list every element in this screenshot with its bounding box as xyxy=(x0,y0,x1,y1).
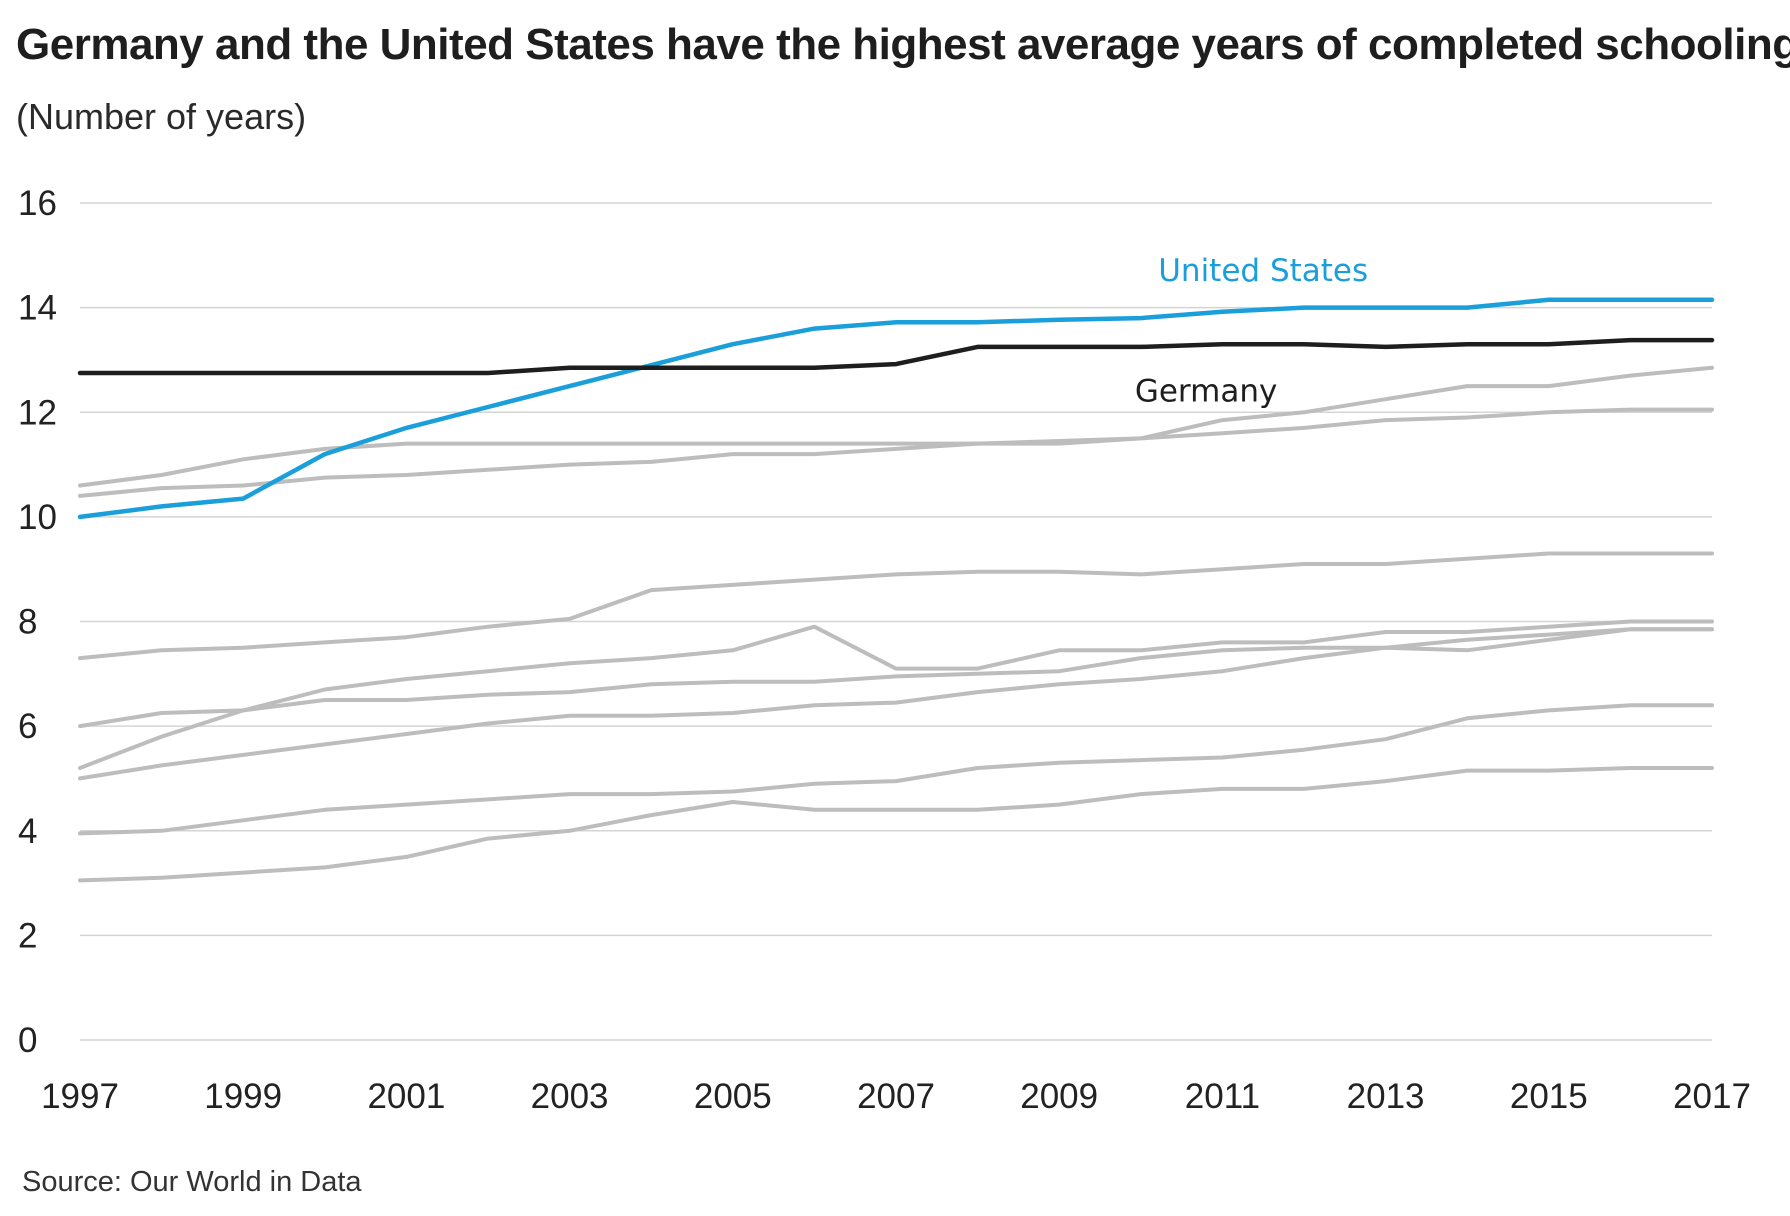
x-tick-label: 2001 xyxy=(367,1077,445,1116)
series-line-other-9 xyxy=(78,766,1714,883)
series-label-de: Germany xyxy=(1135,373,1277,409)
x-tick-label: 2011 xyxy=(1185,1077,1260,1116)
series-line-de xyxy=(77,337,1715,376)
series-labels: United States Germany xyxy=(1135,253,1368,409)
y-tick-label: 14 xyxy=(18,289,57,328)
x-tick-label: 2009 xyxy=(1020,1077,1098,1116)
series-line-other-4 xyxy=(78,551,1714,661)
other-country-lines xyxy=(78,365,1714,883)
x-tick-label: 1999 xyxy=(204,1077,282,1116)
y-tick-label: 10 xyxy=(18,498,57,537)
x-axis-ticks: 1997 1999 2001 2003 2005 2007 2009 2011 2013 2015… xyxy=(41,1077,1751,1116)
x-tick-label: 2017 xyxy=(1673,1077,1751,1116)
y-tick-label: 2 xyxy=(18,916,37,955)
chart-title: Germany and the United States have the h… xyxy=(16,20,1790,69)
x-tick-label: 2013 xyxy=(1347,1077,1425,1116)
source-note: Source: Our World in Data xyxy=(22,1166,362,1198)
y-tick-label: 8 xyxy=(18,603,37,642)
y-tick-label: 16 xyxy=(18,184,57,223)
grid-lines xyxy=(80,202,1712,1041)
x-tick-label: 2003 xyxy=(531,1077,609,1116)
y-axis-ticks: 0 2 4 6 8 10 12 14 16 xyxy=(18,184,57,1060)
y-tick-label: 12 xyxy=(18,393,57,432)
y-tick-label: 0 xyxy=(18,1021,37,1060)
chart-subtitle: (Number of years) xyxy=(16,96,307,137)
y-tick-label: 4 xyxy=(18,812,37,851)
series-line-us xyxy=(77,297,1715,520)
x-tick-label: 2015 xyxy=(1510,1077,1588,1116)
series-line-other-2 xyxy=(78,365,1714,488)
highlighted-lines xyxy=(77,297,1715,520)
series-line-other-3 xyxy=(78,407,1714,498)
series-label-us: United States xyxy=(1158,253,1368,289)
series-line-other-5 xyxy=(78,619,1714,770)
y-tick-label: 6 xyxy=(18,707,37,746)
series-line-other-6 xyxy=(78,627,1714,729)
x-tick-label: 1997 xyxy=(41,1077,119,1116)
x-tick-label: 2007 xyxy=(857,1077,935,1116)
series-line-other-7 xyxy=(78,627,1714,781)
series-line-other-8 xyxy=(78,703,1714,836)
x-tick-label: 2005 xyxy=(694,1077,772,1116)
